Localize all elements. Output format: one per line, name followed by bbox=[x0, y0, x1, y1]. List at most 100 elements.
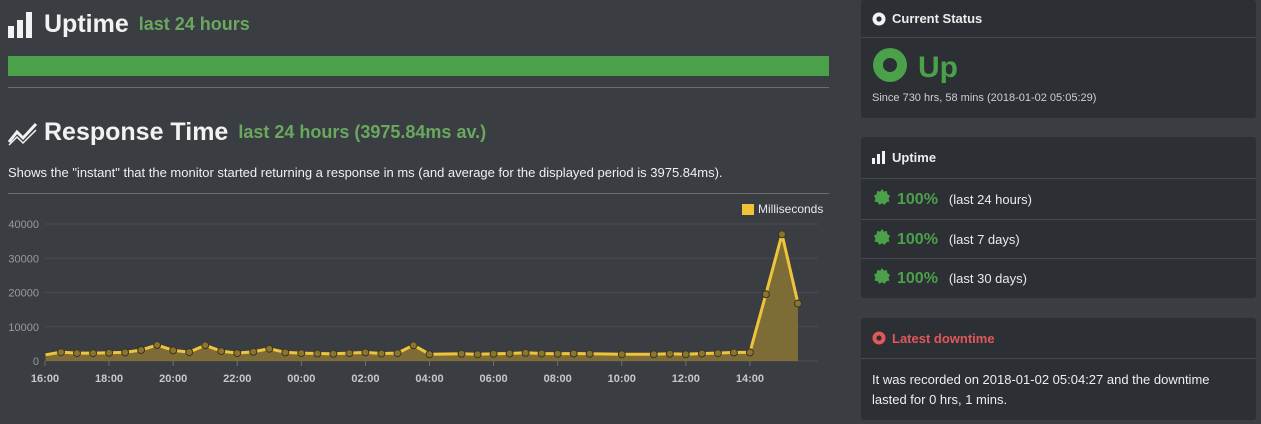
uptime-title: Uptime bbox=[44, 10, 129, 38]
x-tick-label: 20:00 bbox=[159, 373, 187, 385]
data-point[interactable] bbox=[377, 349, 386, 358]
y-tick-label: 40000 bbox=[8, 219, 39, 231]
x-tick-label: 06:00 bbox=[480, 373, 508, 385]
bar-chart-icon bbox=[8, 11, 36, 38]
y-tick-label: 10000 bbox=[8, 322, 39, 334]
x-tick-label: 14:00 bbox=[736, 373, 764, 385]
uptime-progress-bar bbox=[8, 56, 829, 76]
latest-downtime-text: It was recorded on 2018-01-02 05:04:27 a… bbox=[872, 372, 1210, 407]
uptime-subtitle: last 24 hours bbox=[138, 14, 250, 34]
data-point[interactable] bbox=[185, 348, 194, 357]
data-point[interactable] bbox=[201, 341, 210, 350]
data-point[interactable] bbox=[265, 344, 274, 353]
data-point[interactable] bbox=[409, 341, 418, 350]
data-point[interactable] bbox=[105, 348, 114, 357]
data-point[interactable] bbox=[121, 348, 130, 357]
data-point[interactable] bbox=[153, 340, 162, 349]
data-point[interactable] bbox=[249, 347, 258, 356]
x-tick-label: 12:00 bbox=[672, 373, 700, 385]
dot-circle-icon bbox=[872, 331, 886, 345]
uptime-label: (last 30 days) bbox=[948, 271, 1027, 286]
data-point[interactable] bbox=[794, 299, 802, 308]
x-tick-label: 00:00 bbox=[287, 373, 315, 385]
uptime-value: 100% bbox=[897, 190, 938, 208]
status-text: Up bbox=[918, 50, 958, 84]
data-point[interactable] bbox=[297, 349, 306, 358]
divider bbox=[8, 87, 829, 88]
data-point[interactable] bbox=[665, 349, 674, 358]
uptime-value: 100% bbox=[897, 230, 938, 248]
data-point[interactable] bbox=[169, 346, 178, 355]
data-point[interactable] bbox=[729, 348, 738, 357]
uptime-heading: Uptime last 24 hours bbox=[8, 10, 250, 39]
status-indicator: Up bbox=[872, 47, 958, 88]
certificate-icon bbox=[874, 189, 890, 210]
uptime-panel-title: Uptime bbox=[892, 150, 937, 165]
data-point[interactable] bbox=[57, 348, 65, 357]
x-tick-label: 08:00 bbox=[544, 373, 572, 385]
data-point[interactable] bbox=[585, 349, 594, 358]
data-point[interactable] bbox=[345, 349, 354, 358]
dot-circle-icon bbox=[872, 12, 886, 26]
response-description: Shows the "instant" that the monitor sta… bbox=[8, 165, 723, 180]
data-point[interactable] bbox=[745, 348, 754, 357]
uptime-label: (last 7 days) bbox=[948, 232, 1020, 247]
data-point[interactable] bbox=[617, 350, 626, 359]
data-point[interactable] bbox=[281, 348, 290, 357]
x-tick-label: 18:00 bbox=[95, 373, 123, 385]
x-tick-label: 10:00 bbox=[608, 373, 636, 385]
legend-swatch bbox=[742, 204, 754, 215]
data-point[interactable] bbox=[553, 349, 562, 358]
uptime-panel-header: Uptime bbox=[861, 137, 1256, 179]
data-point[interactable] bbox=[569, 349, 578, 358]
data-point[interactable] bbox=[329, 349, 338, 358]
latest-downtime-title: Latest downtime bbox=[892, 330, 995, 346]
response-subtitle: last 24 hours (3975.84ms av.) bbox=[238, 122, 487, 142]
data-point[interactable] bbox=[473, 350, 482, 359]
data-point[interactable] bbox=[457, 349, 466, 358]
data-point[interactable] bbox=[425, 350, 434, 359]
uptime-row: 100% (last 24 hours) bbox=[861, 180, 1256, 219]
certificate-icon bbox=[874, 268, 890, 289]
divider bbox=[8, 193, 829, 194]
data-point[interactable] bbox=[521, 348, 530, 357]
legend-label: Milliseconds bbox=[758, 202, 823, 216]
line-chart-icon bbox=[8, 120, 38, 146]
data-point[interactable] bbox=[73, 349, 81, 358]
response-title: Response Time bbox=[44, 118, 229, 146]
data-point[interactable] bbox=[537, 349, 546, 358]
data-point[interactable] bbox=[217, 347, 226, 356]
data-point[interactable] bbox=[489, 349, 498, 358]
data-point[interactable] bbox=[89, 349, 98, 358]
data-point[interactable] bbox=[681, 350, 690, 359]
data-point[interactable] bbox=[649, 350, 658, 359]
series-line bbox=[45, 233, 800, 357]
certificate-icon bbox=[874, 229, 890, 250]
current-status-header: Current Status bbox=[861, 0, 1256, 38]
data-point[interactable] bbox=[761, 290, 770, 299]
data-point[interactable] bbox=[137, 346, 146, 354]
data-point[interactable] bbox=[361, 348, 370, 357]
current-status-title: Current Status bbox=[892, 11, 983, 26]
data-point[interactable] bbox=[393, 349, 402, 358]
uptime-row: 100% (last 7 days) bbox=[861, 219, 1256, 259]
up-status-icon bbox=[872, 47, 908, 88]
latest-downtime-header: Latest downtime bbox=[861, 318, 1256, 359]
y-tick-label: 30000 bbox=[8, 253, 39, 265]
data-point[interactable] bbox=[778, 230, 786, 239]
data-point[interactable] bbox=[233, 349, 242, 358]
response-heading: Response Time last 24 hours (3975.84ms a… bbox=[8, 118, 486, 147]
uptime-label: (last 24 hours) bbox=[948, 192, 1033, 207]
data-point[interactable] bbox=[313, 349, 322, 358]
status-since: Since 730 hrs, 58 mins (2018-01-02 05:05… bbox=[872, 92, 1097, 104]
data-point[interactable] bbox=[505, 349, 514, 358]
x-tick-label: 16:00 bbox=[31, 373, 59, 385]
x-tick-label: 22:00 bbox=[223, 373, 251, 385]
response-time-chart: 0 10000 20000 30000 40000 18:00 20:00 22:00 00:… bbox=[8, 202, 823, 385]
data-point[interactable] bbox=[697, 349, 706, 358]
uptime-row: 100% (last 30 days) bbox=[861, 258, 1256, 298]
uptime-progress-fill bbox=[8, 56, 829, 76]
chart-legend[interactable]: Milliseconds bbox=[742, 202, 823, 216]
bar-chart-icon bbox=[872, 151, 886, 164]
data-point[interactable] bbox=[713, 349, 722, 358]
